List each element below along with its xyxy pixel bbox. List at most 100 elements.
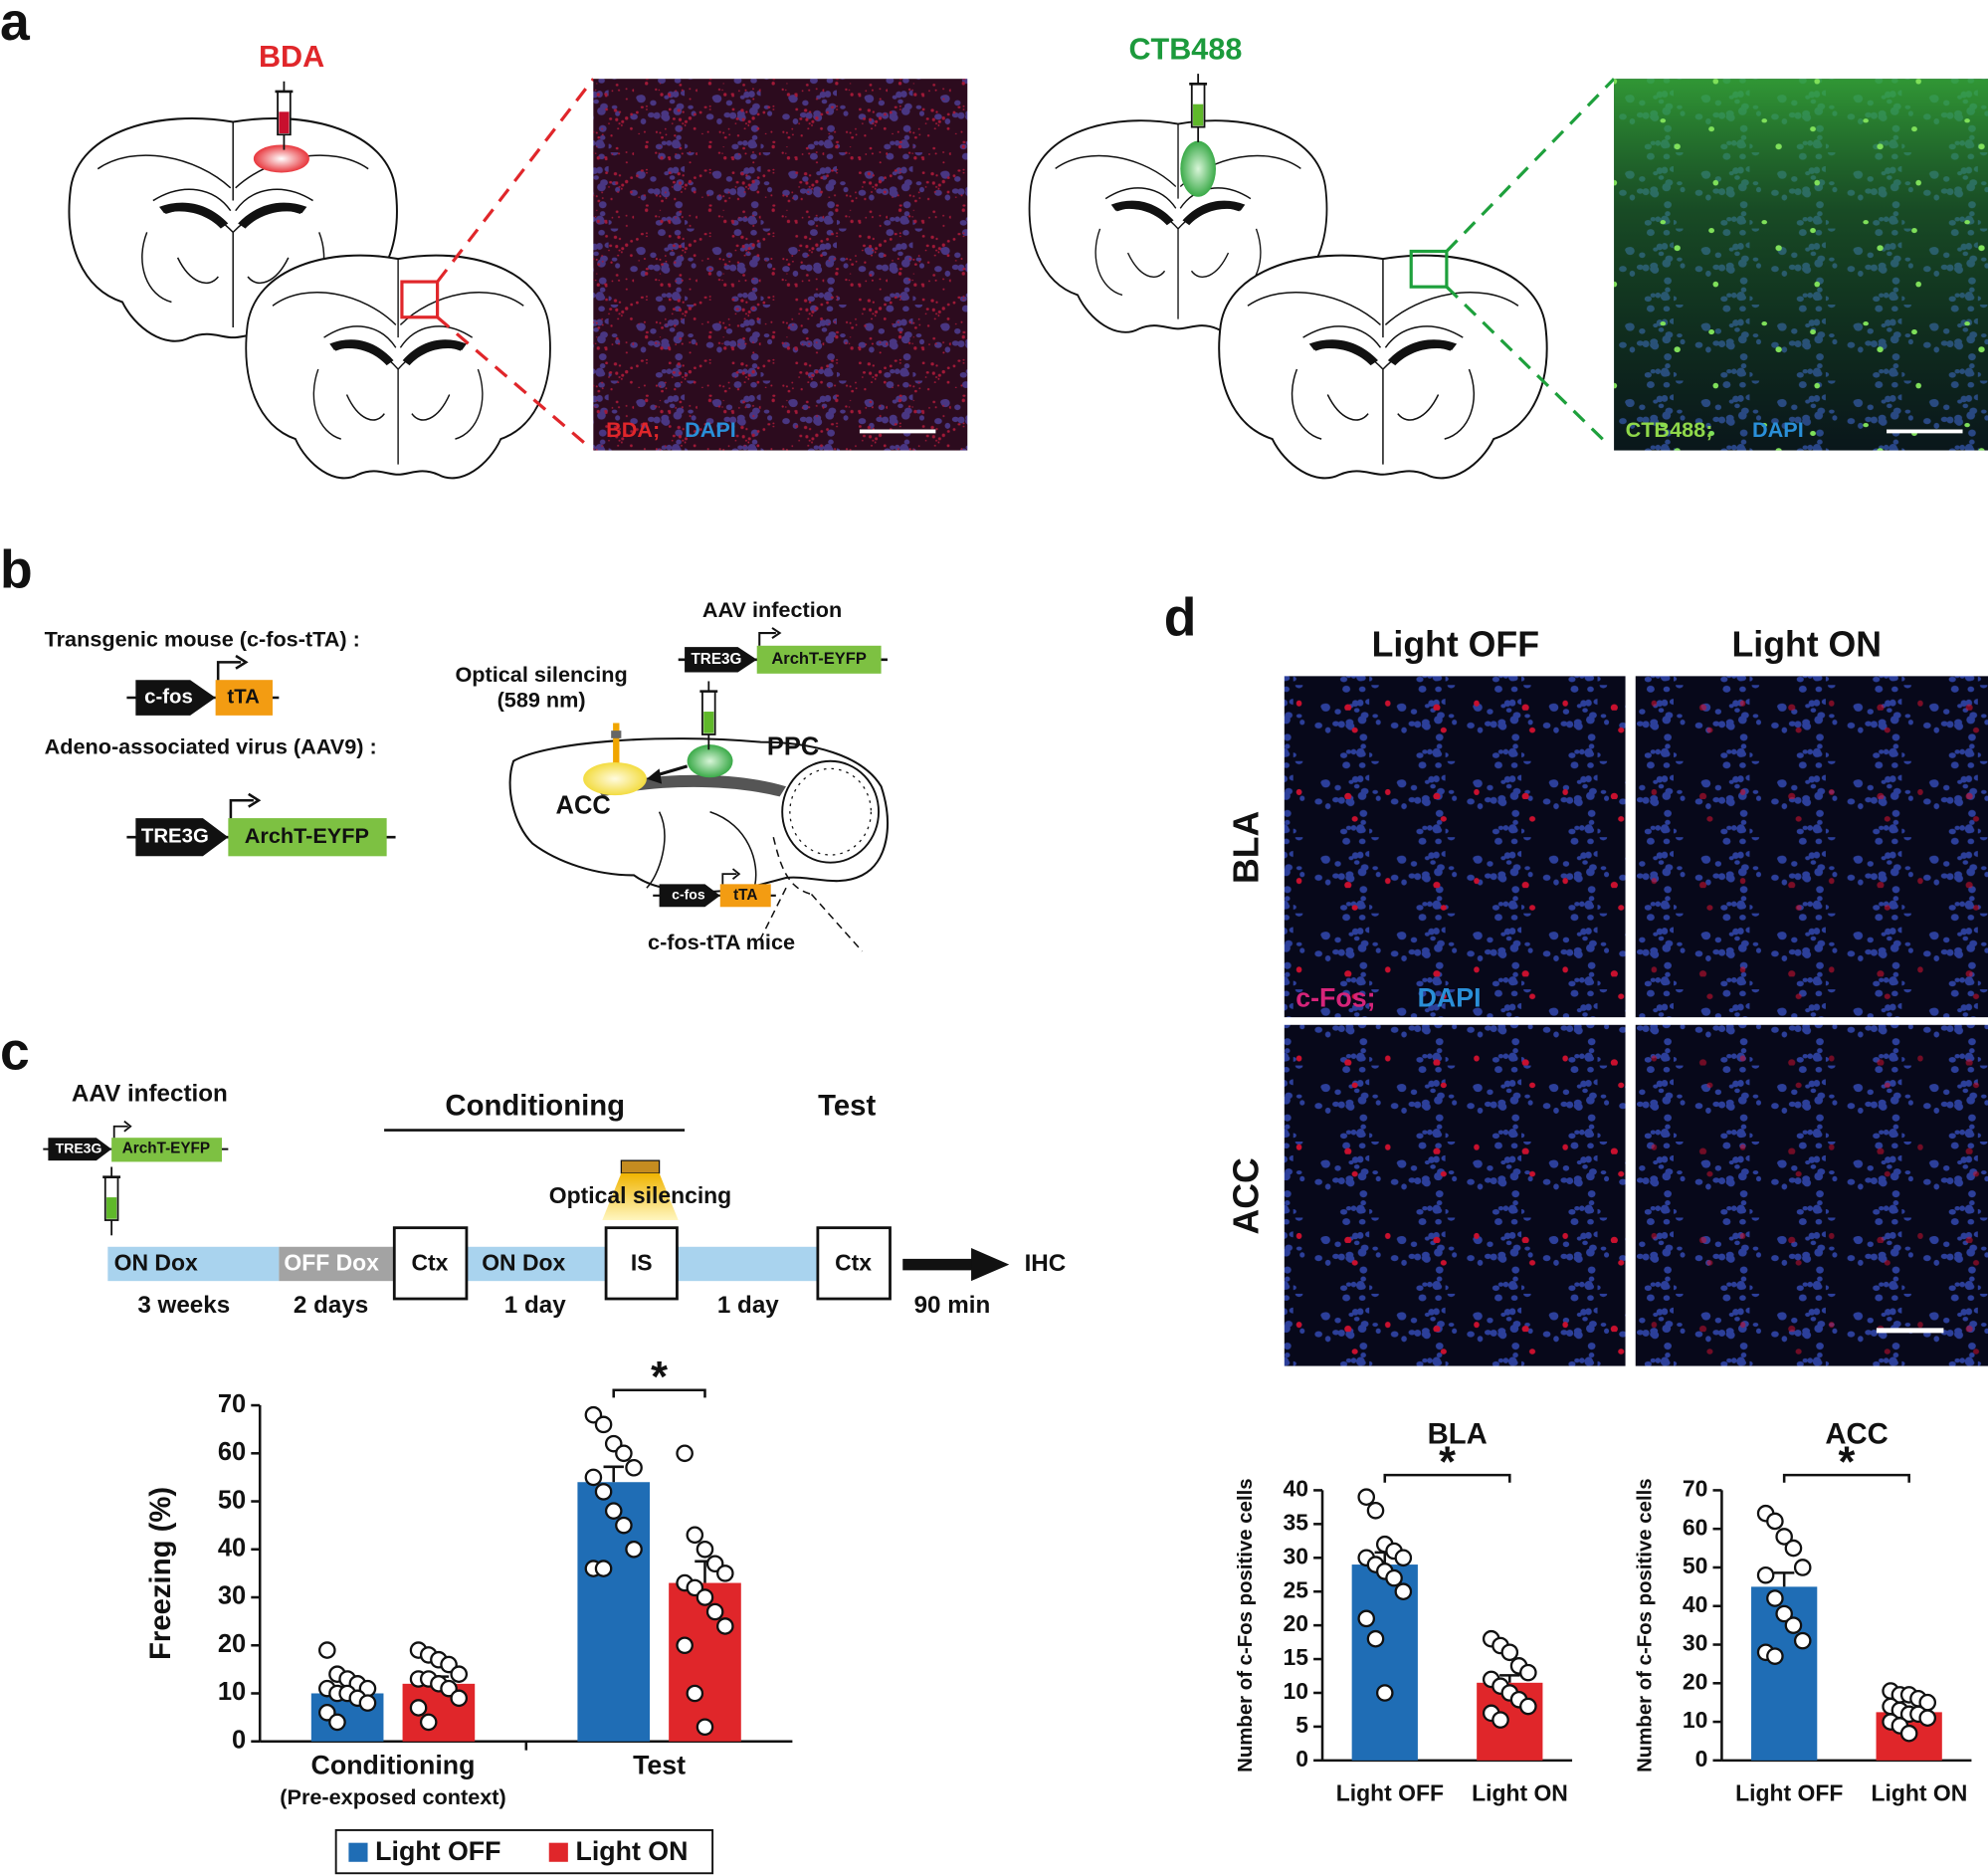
data-point <box>594 1560 613 1577</box>
data-point <box>1756 1565 1775 1584</box>
data-point <box>615 1444 633 1463</box>
legend-label: Light OFF <box>375 1836 500 1866</box>
label: c-fos-tTA mice <box>648 930 795 954</box>
gene: TRE3G <box>141 826 209 848</box>
data-point <box>594 1415 613 1434</box>
data-point <box>676 1444 694 1463</box>
data-point <box>1899 1724 1918 1743</box>
y-axis-label: Freezing (%) <box>144 1487 177 1660</box>
y-tick-label: 0 <box>1295 1746 1308 1772</box>
data-point <box>686 1526 704 1545</box>
y-axis-label: Number of c-Fos positive cells <box>1634 1478 1656 1772</box>
timeline-label: IS <box>631 1250 653 1276</box>
data-point <box>584 1468 603 1487</box>
data-point <box>604 1502 623 1520</box>
x-tick-label: Conditioning <box>311 1750 476 1779</box>
error-bar <box>1773 1571 1795 1587</box>
data-point <box>1775 1604 1793 1623</box>
stain-label: CTB488; <box>1626 417 1713 442</box>
data-point <box>409 1699 428 1717</box>
data-point <box>676 1636 694 1655</box>
y-tick-label: 10 <box>1284 1678 1308 1704</box>
data-point <box>1766 1589 1784 1607</box>
y-tick-label: 20 <box>1284 1610 1308 1636</box>
timeline-label: ON Dox <box>482 1250 565 1276</box>
duration: 90 min <box>914 1292 991 1319</box>
significance-bracket <box>1782 1473 1910 1483</box>
chart-title: ACC <box>1825 1417 1888 1450</box>
gene: tTA <box>733 887 757 904</box>
data-point <box>696 1588 714 1606</box>
column-label: Light OFF <box>1372 624 1539 664</box>
x-tick-label: Light ON <box>1871 1779 1967 1805</box>
column-label: Light ON <box>1732 624 1883 664</box>
data-point <box>1357 1609 1376 1628</box>
y-tick-label: 0 <box>1695 1746 1708 1772</box>
data-point <box>696 1540 714 1559</box>
data-point <box>1793 1631 1812 1650</box>
panel-c: AAV infection TRE3G ArchT-EYFP Condition… <box>43 1080 1066 1319</box>
y-tick-label: 25 <box>1284 1576 1309 1602</box>
gene: ArchT-EYFP <box>122 1141 210 1157</box>
label: Adeno-associated virus (AAV9) : <box>45 734 377 759</box>
data-point <box>1766 1512 1784 1531</box>
y-axis-label: Number of c-Fos positive cells <box>1235 1478 1257 1772</box>
data-point <box>1784 1539 1803 1558</box>
row-label: ACC <box>1227 1157 1267 1234</box>
timeline-label: OFF Dox <box>284 1250 379 1276</box>
y-tick-label: 70 <box>1683 1475 1707 1501</box>
legend-box <box>334 1828 714 1875</box>
y-tick-label: 70 <box>218 1390 246 1418</box>
gene: TRE3G <box>56 1140 102 1155</box>
y-tick-label: 10 <box>218 1678 246 1706</box>
bar <box>669 1582 741 1742</box>
x-tick-label: Test <box>633 1750 686 1779</box>
label: Conditioning <box>445 1089 625 1122</box>
y-tick-label: 35 <box>1284 1509 1309 1535</box>
label: AAV infection <box>72 1080 228 1107</box>
label: ACC <box>556 791 611 819</box>
chart-title: BLA <box>1428 1417 1488 1450</box>
label: AAV infection <box>702 597 842 622</box>
significance-label: * <box>1439 1438 1456 1486</box>
stain-label: BDA; <box>606 417 660 442</box>
y-tick-label: 60 <box>1683 1514 1707 1540</box>
x-tick-sublabel: (Pre-exposed context) <box>280 1784 505 1809</box>
y-tick-label: 40 <box>218 1535 246 1563</box>
panel-label: b <box>0 540 33 599</box>
data-point <box>686 1684 704 1703</box>
duration: 1 day <box>504 1292 566 1319</box>
data-point <box>1357 1488 1376 1507</box>
x-tick-label: Light OFF <box>1735 1779 1843 1805</box>
y-tick-label: 0 <box>232 1726 246 1754</box>
data-point <box>1519 1697 1537 1716</box>
data-point <box>716 1617 734 1635</box>
significance-label: * <box>1838 1438 1855 1486</box>
data-point <box>328 1713 346 1732</box>
y-tick-label: 30 <box>218 1582 246 1610</box>
label: Test <box>818 1089 876 1122</box>
data-point <box>1793 1559 1812 1576</box>
data-point <box>716 1564 734 1582</box>
error-bar <box>1499 1674 1520 1683</box>
data-point <box>450 1665 469 1683</box>
tracer-label: BDA <box>259 40 324 74</box>
data-point <box>1775 1528 1793 1546</box>
data-point <box>615 1516 633 1535</box>
data-point <box>1519 1663 1537 1682</box>
error-bar <box>603 1465 624 1483</box>
duration: 2 days <box>294 1292 368 1319</box>
gene: ArchT-EYFP <box>245 823 369 848</box>
gene: c-fos <box>144 686 193 708</box>
y-tick-label: 50 <box>218 1486 246 1514</box>
label: Transgenic mouse (c-fos-tTA) : <box>45 626 360 651</box>
timeline-label: ON Dox <box>114 1250 198 1276</box>
label: PPC <box>767 733 819 761</box>
data-point <box>419 1713 438 1732</box>
row-label: BLA <box>1227 811 1267 884</box>
label: Optical silencing <box>549 1182 731 1208</box>
legend-label: Light ON <box>576 1836 689 1866</box>
gene: c-fos <box>672 887 705 903</box>
data-point <box>625 1540 643 1559</box>
